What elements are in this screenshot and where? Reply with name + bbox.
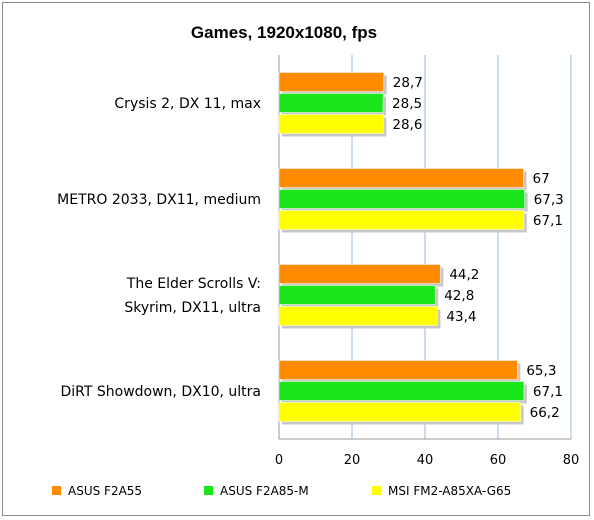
legend-label: MSI FM2-A85XA-G65	[388, 484, 511, 498]
bar	[278, 306, 438, 326]
data-label: 67	[533, 171, 550, 187]
category-label: Crysis 2, DX 11, max	[114, 96, 261, 112]
bar	[278, 210, 525, 230]
x-tick-label: 60	[490, 453, 507, 468]
data-label: 42,8	[444, 288, 474, 304]
data-label: 28,7	[393, 75, 423, 91]
bar	[278, 381, 525, 401]
bar	[278, 402, 521, 422]
legend-swatch	[372, 486, 381, 495]
bar	[278, 168, 524, 188]
bar	[278, 360, 518, 380]
legend-label: ASUS F2A85-M	[220, 484, 309, 498]
data-label: 44,2	[449, 267, 479, 283]
legend-label: ASUS F2A55	[68, 484, 142, 498]
chart-title: Games, 1920x1080, fps	[191, 23, 377, 42]
category-label: DiRT Showdown, DX10, ultra	[60, 384, 261, 400]
bar	[278, 189, 525, 209]
data-label: 43,4	[446, 309, 476, 325]
x-tick-label: 80	[563, 453, 580, 468]
category-label: Skyrim, DX11, ultra	[124, 300, 261, 316]
x-tick-label: 40	[417, 453, 434, 468]
bar	[278, 93, 384, 113]
bar	[278, 264, 441, 284]
data-label: 67,1	[533, 384, 563, 400]
category-label: The Elder Scrolls V:	[126, 276, 261, 292]
bar	[278, 72, 385, 92]
legend-swatch	[52, 486, 61, 495]
data-label: 28,6	[392, 117, 422, 133]
x-tick-labels: 0 20 40 60 80	[275, 453, 579, 468]
bar-chart: Games, 1920x1080, fps 28,7 28,5 28,6 67 67,3…	[52, 23, 579, 498]
x-tick-label: 0	[275, 453, 283, 468]
bar	[278, 285, 436, 305]
legend: ASUS F2A55 ASUS F2A85-M MSI FM2-A85XA-G65	[52, 484, 511, 498]
x-tick-label: 20	[344, 453, 361, 468]
bars	[278, 72, 528, 425]
category-labels: Crysis 2, DX 11, max METRO 2033, DX11, me…	[57, 96, 261, 400]
data-label: 66,2	[530, 405, 560, 421]
data-labels: 28,7 28,5 28,6 67 67,3 67,1 44,2 42,8 43,4 65,3 67…	[392, 75, 564, 421]
bar	[278, 114, 384, 134]
chart-frame: Games, 1920x1080, fps 28,7 28,5 28,6 67 67,3…	[2, 2, 590, 516]
data-label: 67,1	[533, 213, 563, 229]
data-label: 65,3	[526, 363, 556, 379]
category-label: METRO 2033, DX11, medium	[57, 192, 261, 208]
data-label: 28,5	[392, 96, 422, 112]
data-label: 67,3	[534, 192, 564, 208]
legend-swatch	[204, 486, 213, 495]
